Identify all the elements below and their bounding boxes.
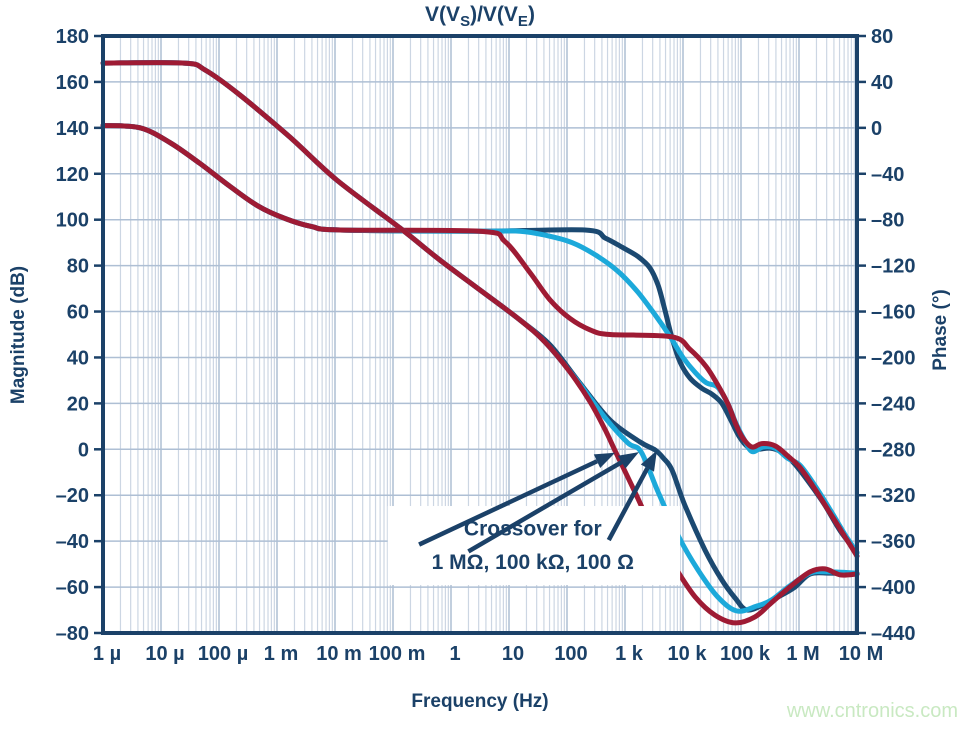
crossover-annotation-line2: 1 MΩ, 100 kΩ, 100 Ω [432, 551, 634, 574]
chart-title: V(VS)/V(VE) [425, 3, 535, 30]
y-right-tick-label: –320 [871, 485, 916, 507]
y-left-tick-label: 80 [67, 256, 89, 278]
y-left-tick-label: 0 [78, 439, 89, 461]
y-right-tick-label: –200 [871, 347, 916, 369]
x-tick-label: 100 k [720, 643, 771, 665]
title-part: ) [528, 3, 535, 26]
tick-layer [94, 34, 866, 635]
x-tick-label: 10 M [839, 643, 883, 665]
crossover-arrow [467, 460, 623, 554]
y-left-tick-label: –80 [56, 623, 89, 645]
grid-layer [102, 35, 858, 634]
y-left-tick-label: 100 [56, 210, 89, 232]
y-right-tick-label: –280 [871, 439, 916, 461]
plot-border [101, 34, 859, 635]
y-right-tick-label: –440 [871, 623, 916, 645]
title-part: V(V [425, 3, 460, 26]
x-tick-label: 1 k [615, 643, 644, 665]
title-part: )/V(V [470, 3, 518, 26]
curve-phase-1mohm [100, 123, 860, 559]
y-left-tick-label: 120 [56, 164, 89, 186]
x-tick-label: 1 µ [93, 643, 121, 665]
y-axis-left-title: Magnitude (dB) [8, 266, 29, 404]
x-tick-label: 100 m [369, 643, 426, 665]
crossover-arrowhead [593, 452, 616, 468]
watermark: www.cntronics.com [786, 700, 958, 722]
y-axis-right-title: Phase (°) [930, 289, 951, 371]
y-right-tick-label: 0 [871, 118, 882, 140]
x-tick-label: 10 [502, 643, 524, 665]
y-left-tick-label: 20 [67, 393, 89, 415]
x-tick-label: 10 k [668, 643, 708, 665]
y-right-tick-label: –120 [871, 256, 916, 278]
y-right-tick-label: 40 [871, 72, 893, 94]
y-left-tick-label: 60 [67, 302, 89, 324]
crossover-arrowhead [617, 452, 639, 469]
y-right-tick-label: –400 [871, 577, 916, 599]
y-right-tick-label: –40 [871, 164, 904, 186]
y-left-tick-label: –20 [56, 485, 89, 507]
y-right-tick-label: –160 [871, 302, 916, 324]
curves-layer [100, 60, 860, 626]
title-subscript-s: S [460, 13, 470, 30]
crossover-arrow [606, 467, 650, 542]
y-right-tick-label: 80 [871, 26, 893, 48]
annotation-layer [387, 450, 681, 586]
crossover-arrowhead [640, 450, 657, 472]
x-tick-label: 100 [554, 643, 587, 665]
curve-magnitude-1mohm [100, 60, 860, 626]
y-left-tick-label: –60 [56, 577, 89, 599]
y-right-tick-label: –360 [871, 531, 916, 553]
y-left-tick-label: 160 [56, 72, 89, 94]
x-tick-label: 10 µ [145, 643, 184, 665]
annotation-background [387, 506, 681, 586]
y-right-tick-label: –80 [871, 210, 904, 232]
y-left-tick-label: –40 [56, 531, 89, 553]
x-tick-label: 1 [449, 643, 460, 665]
x-tick-label: 1 M [786, 643, 819, 665]
y-left-tick-label: 180 [56, 26, 89, 48]
x-axis-title: Frequency (Hz) [411, 691, 548, 712]
y-right-tick-label: –240 [871, 393, 916, 415]
y-left-tick-label: 140 [56, 118, 89, 140]
x-tick-label: 10 m [316, 643, 362, 665]
x-tick-label: 100 µ [198, 643, 248, 665]
crossover-annotation-line1: Crossover for [464, 518, 602, 541]
tick-labels-layer: 180160140120100806040200–20–40–60–808040… [56, 26, 916, 665]
x-tick-label: 1 m [264, 643, 298, 665]
y-left-tick-label: 40 [67, 347, 89, 369]
title-subscript-e: E [518, 13, 528, 30]
crossover-arrow [418, 459, 598, 547]
